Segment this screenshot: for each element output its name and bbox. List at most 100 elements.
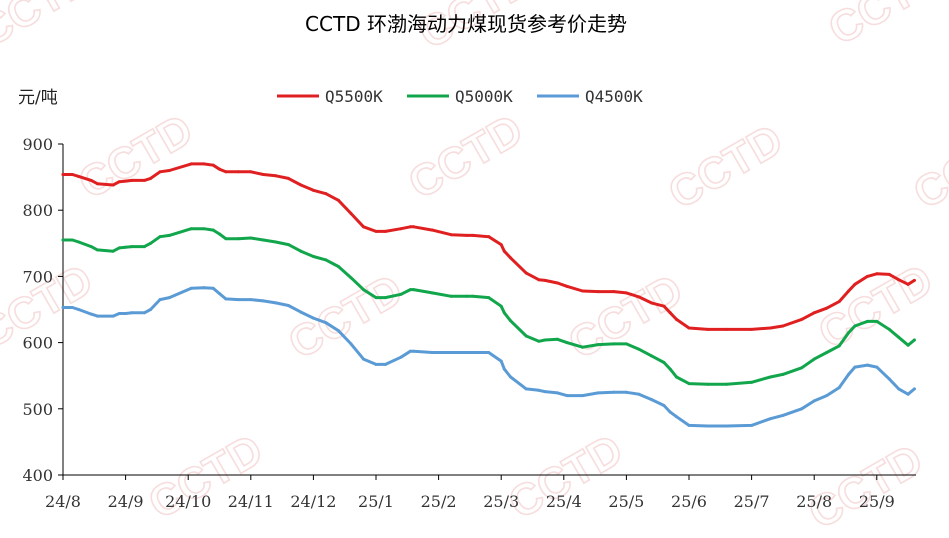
data-point-q5500k xyxy=(674,317,678,321)
x-tick-label: 25/3 xyxy=(483,492,519,511)
data-point-q4500k xyxy=(853,365,857,369)
axes: 400 500 600 700 800 900 24/8 24/9 24/10 24/11 24/1… xyxy=(22,135,916,511)
data-point-q5500k xyxy=(687,326,691,330)
data-point-q4500k xyxy=(149,308,153,311)
data-point-q4500k xyxy=(383,362,387,366)
data-point-q5000k xyxy=(324,258,328,262)
data-point-q5000k xyxy=(449,294,453,298)
data-point-q5500k xyxy=(847,289,851,293)
series-line-q4500k xyxy=(61,286,916,428)
data-point-q5500k xyxy=(430,228,434,232)
data-point-q4500k xyxy=(218,292,221,296)
watermark-text: CCTD xyxy=(401,105,531,209)
data-point-q5500k xyxy=(224,170,228,174)
data-point-q4500k xyxy=(624,390,628,394)
data-point-q5500k xyxy=(211,163,215,167)
series-line-q5000k xyxy=(61,227,916,386)
data-point-q5000k xyxy=(361,288,365,292)
watermark-text: CCTD xyxy=(561,265,691,369)
watermark-text: CCTD xyxy=(801,435,931,538)
data-point-q5500k xyxy=(502,249,506,253)
data-point-q5500k xyxy=(825,306,829,310)
data-point-q5000k xyxy=(800,366,804,370)
watermark-text: CCTD xyxy=(661,115,791,219)
data-point-q4500k xyxy=(668,410,672,414)
data-point-q5500k xyxy=(887,272,891,276)
data-point-q5000k xyxy=(77,240,81,244)
data-point-q5500k xyxy=(142,178,146,182)
data-point-q5000k xyxy=(509,319,513,323)
data-point-q4500k xyxy=(249,298,253,302)
series-layer xyxy=(61,162,916,428)
data-point-q5000k xyxy=(649,354,653,358)
data-point-q5500k xyxy=(897,278,901,282)
x-tick-label: 24/12 xyxy=(290,492,336,511)
data-point-q5500k xyxy=(261,172,265,176)
data-point-q5000k xyxy=(524,334,528,338)
data-point-q5000k xyxy=(674,375,678,379)
data-point-q4500k xyxy=(77,308,81,311)
data-point-q5000k xyxy=(130,245,134,249)
data-point-q5500k xyxy=(383,229,387,233)
data-point-q5000k xyxy=(865,319,869,323)
data-point-q5500k xyxy=(596,290,600,294)
data-point-q5000k xyxy=(211,228,215,232)
data-point-q4500k xyxy=(487,351,491,355)
data-point-q5500k xyxy=(236,170,240,174)
data-point-q4500k xyxy=(449,351,453,355)
data-point-q4500k xyxy=(502,367,506,371)
data-point-q4500k xyxy=(274,301,278,305)
data-point-q5000k xyxy=(95,248,99,252)
data-point-q5500k xyxy=(800,317,804,321)
data-point-q5000k xyxy=(336,264,340,268)
data-point-q5500k xyxy=(299,183,303,187)
data-point-q5500k xyxy=(189,162,193,166)
data-point-q5500k xyxy=(581,289,585,293)
data-point-q5000k xyxy=(837,344,841,348)
data-point-q5500k xyxy=(649,301,653,305)
data-point-q5000k xyxy=(581,345,585,349)
data-point-q5500k xyxy=(912,278,916,282)
x-tick-label: 25/2 xyxy=(421,492,457,511)
data-point-q4500k xyxy=(674,415,678,419)
data-point-q5000k xyxy=(117,246,121,250)
data-point-q4500k xyxy=(847,372,851,376)
data-point-q4500k xyxy=(189,286,193,290)
data-point-q5000k xyxy=(89,245,93,249)
data-point-q5000k xyxy=(706,382,710,386)
legend-label-q4500k: Q4500K xyxy=(585,87,643,106)
data-point-q5000k xyxy=(499,304,503,308)
data-point-q5500k xyxy=(408,225,412,229)
data-point-q5500k xyxy=(124,179,128,183)
series-q5000k xyxy=(61,227,916,386)
data-point-q5500k xyxy=(812,311,816,315)
data-point-q4500k xyxy=(781,413,785,417)
data-point-q4500k xyxy=(412,349,416,353)
data-point-q4500k xyxy=(725,424,729,428)
data-point-q5500k xyxy=(662,304,666,308)
data-point-q5500k xyxy=(158,170,162,174)
data-point-q5500k xyxy=(537,278,541,282)
data-point-q5000k xyxy=(158,235,162,239)
data-point-q5500k xyxy=(853,282,857,286)
data-point-q4500k xyxy=(261,299,265,303)
data-point-q5500k xyxy=(837,300,841,304)
data-point-q4500k xyxy=(524,387,528,391)
data-point-q5000k xyxy=(825,351,829,355)
data-point-q4500k xyxy=(336,329,340,333)
data-point-q4500k xyxy=(299,310,303,314)
data-point-q5500k xyxy=(111,183,115,187)
y-tick-label: 500 xyxy=(22,400,53,419)
data-point-q4500k xyxy=(687,423,691,427)
data-point-q4500k xyxy=(211,286,215,290)
data-point-q5000k xyxy=(70,238,74,242)
data-point-q4500k xyxy=(637,392,641,396)
data-point-q5500k xyxy=(61,172,65,176)
data-point-q5000k xyxy=(374,296,378,300)
data-point-q5500k xyxy=(324,192,328,196)
data-point-q5500k xyxy=(565,284,569,288)
data-point-q5000k xyxy=(768,375,772,379)
data-point-q5500k xyxy=(706,327,710,331)
